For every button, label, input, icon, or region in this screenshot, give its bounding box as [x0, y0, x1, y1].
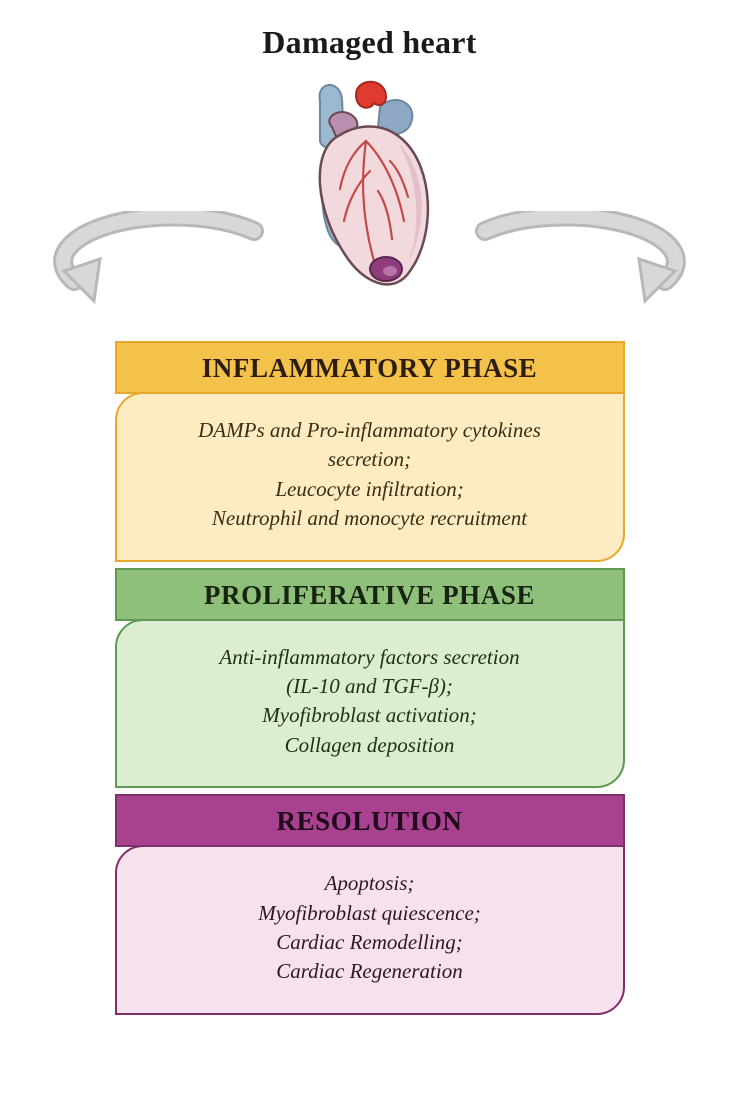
phase-header: INFLAMMATORY PHASE — [115, 341, 625, 394]
phase-header: PROLIFERATIVE PHASE — [115, 568, 625, 621]
phase-body-line: DAMPs and Pro-inflammatory cytokines — [137, 416, 603, 445]
phase-body: DAMPs and Pro-inflammatory cytokinessecr… — [115, 392, 625, 562]
phase-body: Anti-inflammatory factors secretion(IL-1… — [115, 619, 625, 789]
hero-illustration — [0, 61, 739, 341]
phase-block-0: INFLAMMATORY PHASEDAMPs and Pro-inflamma… — [115, 341, 625, 562]
phase-body-line: Neutrophil and monocyte recruitment — [137, 504, 603, 533]
phase-body-line: secretion; — [137, 445, 603, 474]
phase-body-line: Leucocyte infiltration; — [137, 475, 603, 504]
phase-body-line: Collagen deposition — [137, 731, 603, 760]
damaged-heart-icon — [270, 71, 470, 301]
phase-header: RESOLUTION — [115, 794, 625, 847]
phase-block-2: RESOLUTIONApoptosis;Myofibroblast quiesc… — [115, 794, 625, 1015]
phases-column: INFLAMMATORY PHASEDAMPs and Pro-inflamma… — [115, 341, 625, 1015]
phase-body: Apoptosis;Myofibroblast quiescence;Cardi… — [115, 845, 625, 1015]
phase-block-1: PROLIFERATIVE PHASEAnti-inflammatory fac… — [115, 568, 625, 789]
page-title: Damaged heart — [0, 0, 739, 61]
cycle-arrow-left-icon — [44, 211, 274, 331]
phase-body-line: Apoptosis; — [137, 869, 603, 898]
phase-body-line: Cardiac Remodelling; — [137, 928, 603, 957]
phase-body-line: Cardiac Regeneration — [137, 957, 603, 986]
phase-body-line: Myofibroblast quiescence; — [137, 899, 603, 928]
cycle-arrow-right-icon — [465, 211, 695, 331]
phase-body-line: (IL-10 and TGF-β); — [137, 672, 603, 701]
phase-body-line: Anti-inflammatory factors secretion — [137, 643, 603, 672]
phase-body-line: Myofibroblast activation; — [137, 701, 603, 730]
